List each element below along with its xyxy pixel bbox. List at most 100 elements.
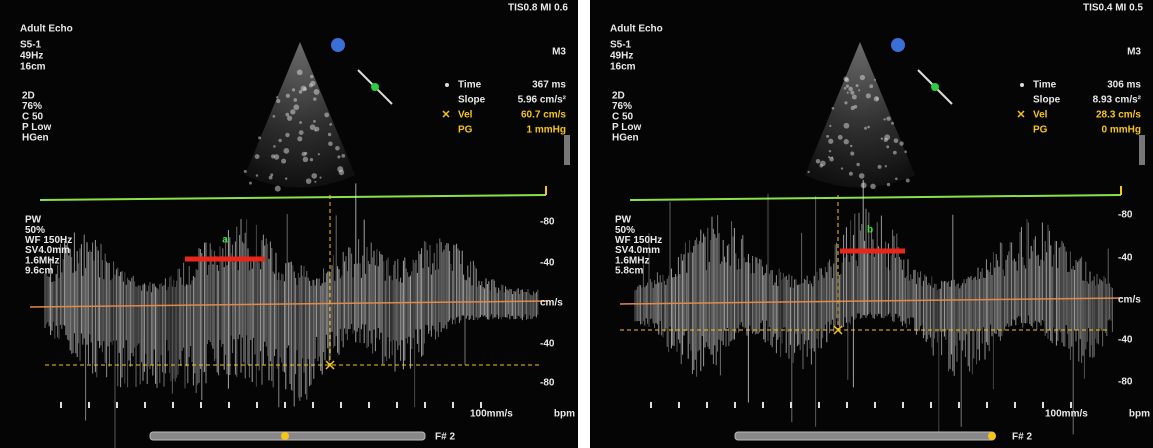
speckle (335, 146, 340, 151)
cine-handle (988, 432, 996, 440)
time-tick (368, 402, 370, 408)
index-label: TIS0.8 MI 0.6 (508, 3, 568, 14)
speckle (314, 181, 316, 183)
speckle (278, 139, 281, 142)
speckle (297, 136, 302, 141)
speckle (886, 145, 889, 148)
time-tick (1070, 402, 1072, 408)
speckle (878, 165, 882, 169)
velocity-scale: -40 (1118, 253, 1133, 264)
time-tick (60, 402, 62, 408)
marker-label: M3 (1127, 47, 1141, 58)
speckle (256, 174, 259, 177)
speckle (311, 173, 317, 179)
speckle (249, 182, 252, 185)
imaging-param: P Low (22, 122, 51, 133)
interval-bar (185, 257, 265, 262)
speckle (293, 104, 299, 110)
speckle (844, 139, 849, 144)
speckle (274, 154, 280, 160)
speckle (850, 152, 854, 156)
speckle (328, 141, 333, 146)
speckle (838, 135, 843, 140)
frame-number: F# 2 (1012, 432, 1032, 443)
speckle (337, 155, 340, 158)
speckle (270, 173, 273, 176)
speckle (864, 127, 867, 130)
speckle (292, 88, 295, 91)
speckle (285, 177, 287, 179)
measure-name: Slope (458, 95, 486, 106)
speckle (284, 148, 290, 154)
speckle (310, 81, 315, 86)
speckle (297, 70, 303, 76)
frame-number: F# 2 (435, 432, 455, 443)
left-screen (0, 0, 578, 448)
sweep-speed: 100mm/s (1045, 409, 1088, 420)
speckle (306, 178, 312, 184)
measure-value: 28.3 cm/s (1096, 110, 1141, 121)
time-tick (1014, 402, 1016, 408)
speckle (303, 157, 309, 163)
imaging-param: HGen (612, 133, 639, 144)
gain-bar (564, 135, 570, 165)
speckle (310, 124, 316, 130)
time-tick (734, 402, 736, 408)
speckle (828, 139, 833, 144)
time-tick (116, 402, 118, 408)
speckle (275, 186, 281, 192)
time-tick (312, 402, 314, 408)
speckle (258, 136, 261, 139)
sweep-speed: 100mm/s (470, 409, 513, 420)
time-tick (818, 402, 820, 408)
speckle (299, 121, 302, 124)
time-tick (228, 402, 230, 408)
speckle (841, 167, 843, 169)
speckle (859, 173, 865, 179)
speckle (807, 171, 809, 173)
probe-param: 49Hz (20, 51, 43, 62)
measure-name: Slope (1033, 95, 1061, 106)
speckle (843, 77, 848, 82)
time-tick (678, 402, 680, 408)
time-tick (790, 402, 792, 408)
speckle (846, 85, 849, 88)
speckle (870, 184, 875, 189)
speckle (293, 98, 297, 102)
time-tick (452, 402, 454, 408)
speckle (854, 105, 858, 109)
measure-value: 5.96 cm/s² (518, 95, 567, 106)
speckle (856, 84, 859, 87)
time-tick (396, 402, 398, 408)
measure-name: Vel (1033, 110, 1048, 121)
speckle (883, 118, 885, 120)
time-tick (762, 402, 764, 408)
speckle (852, 95, 857, 100)
imaging-param: P Low (612, 122, 641, 133)
speckle (849, 172, 853, 176)
time-tick (340, 402, 342, 408)
speckle (904, 150, 907, 153)
speckle (328, 133, 331, 136)
probe-param: S5-1 (610, 40, 632, 51)
heart-rate: bpm (554, 409, 575, 420)
speckle (844, 123, 850, 129)
measure-name: Vel (458, 110, 473, 121)
probe-param: 49Hz (610, 51, 633, 62)
doppler-param: 9.6cm (25, 266, 53, 277)
speckle (829, 150, 831, 152)
speckle (858, 89, 860, 91)
speckle (255, 154, 260, 159)
speckle (886, 116, 890, 120)
speckle (906, 179, 910, 183)
speckle (318, 153, 320, 155)
time-tick (650, 402, 652, 408)
speckle (881, 137, 883, 139)
time-cursor-icon (445, 83, 449, 87)
time-tick (144, 402, 146, 408)
sample-volume (371, 83, 379, 91)
time-tick (200, 402, 202, 408)
measure-name: Time (458, 80, 482, 91)
time-tick (424, 402, 426, 408)
interval-label: b (867, 225, 873, 236)
